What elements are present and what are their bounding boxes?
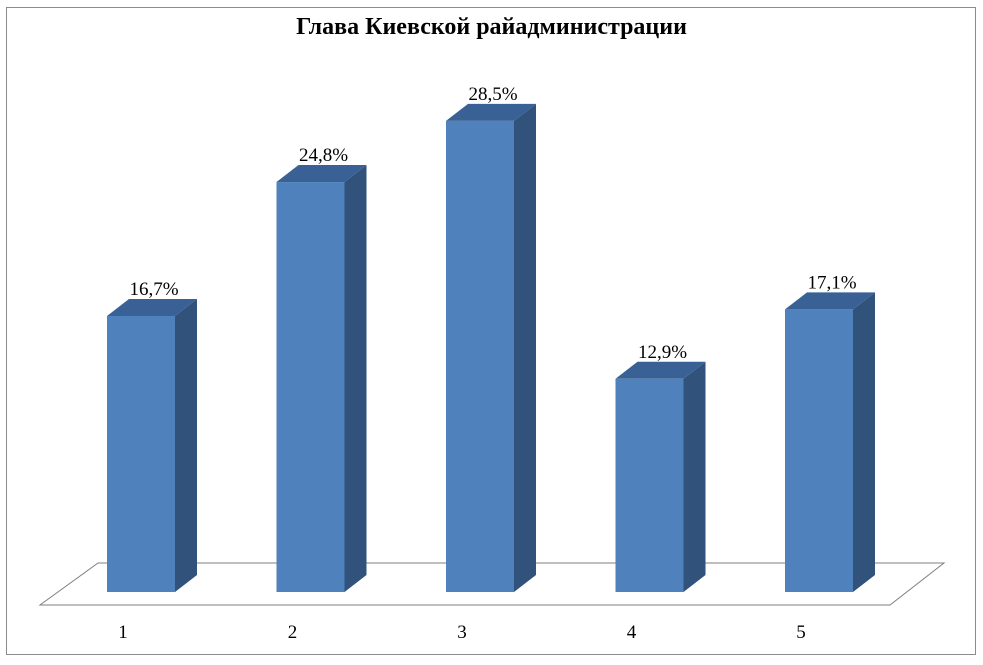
- bar-top: [615, 361, 706, 379]
- bar-top: [107, 298, 197, 316]
- x-tick-label: 1: [118, 622, 128, 643]
- data-label: 16,7%: [129, 279, 178, 300]
- x-tick-label: 2: [288, 622, 298, 643]
- x-tick-label: 4: [627, 622, 637, 643]
- bar-3: [446, 103, 536, 593]
- bar-side: [175, 298, 197, 592]
- x-tick-label: 5: [796, 622, 806, 643]
- bar-front: [446, 120, 514, 593]
- data-label: 28,5%: [468, 84, 517, 105]
- bar-front: [107, 315, 175, 592]
- bar-top: [276, 165, 367, 183]
- bar-top: [785, 292, 875, 310]
- bar-side: [853, 292, 875, 592]
- data-label: 17,1%: [807, 272, 856, 293]
- data-label: 24,8%: [299, 145, 348, 166]
- bar-1: [107, 298, 197, 592]
- bar-top: [446, 103, 536, 121]
- chart-title: Глава Киевской райадминистрации: [296, 14, 687, 40]
- bar-side: [683, 361, 706, 592]
- data-label: 12,9%: [638, 342, 687, 363]
- bar-side: [344, 165, 367, 592]
- bar-front: [785, 309, 853, 592]
- bar-front: [276, 182, 345, 592]
- bar-2: [276, 165, 367, 592]
- bar-front: [615, 378, 684, 592]
- x-tick-label: 3: [457, 622, 467, 643]
- bar-side: [514, 103, 536, 593]
- bar-5: [785, 292, 875, 592]
- bar-4: [615, 361, 706, 592]
